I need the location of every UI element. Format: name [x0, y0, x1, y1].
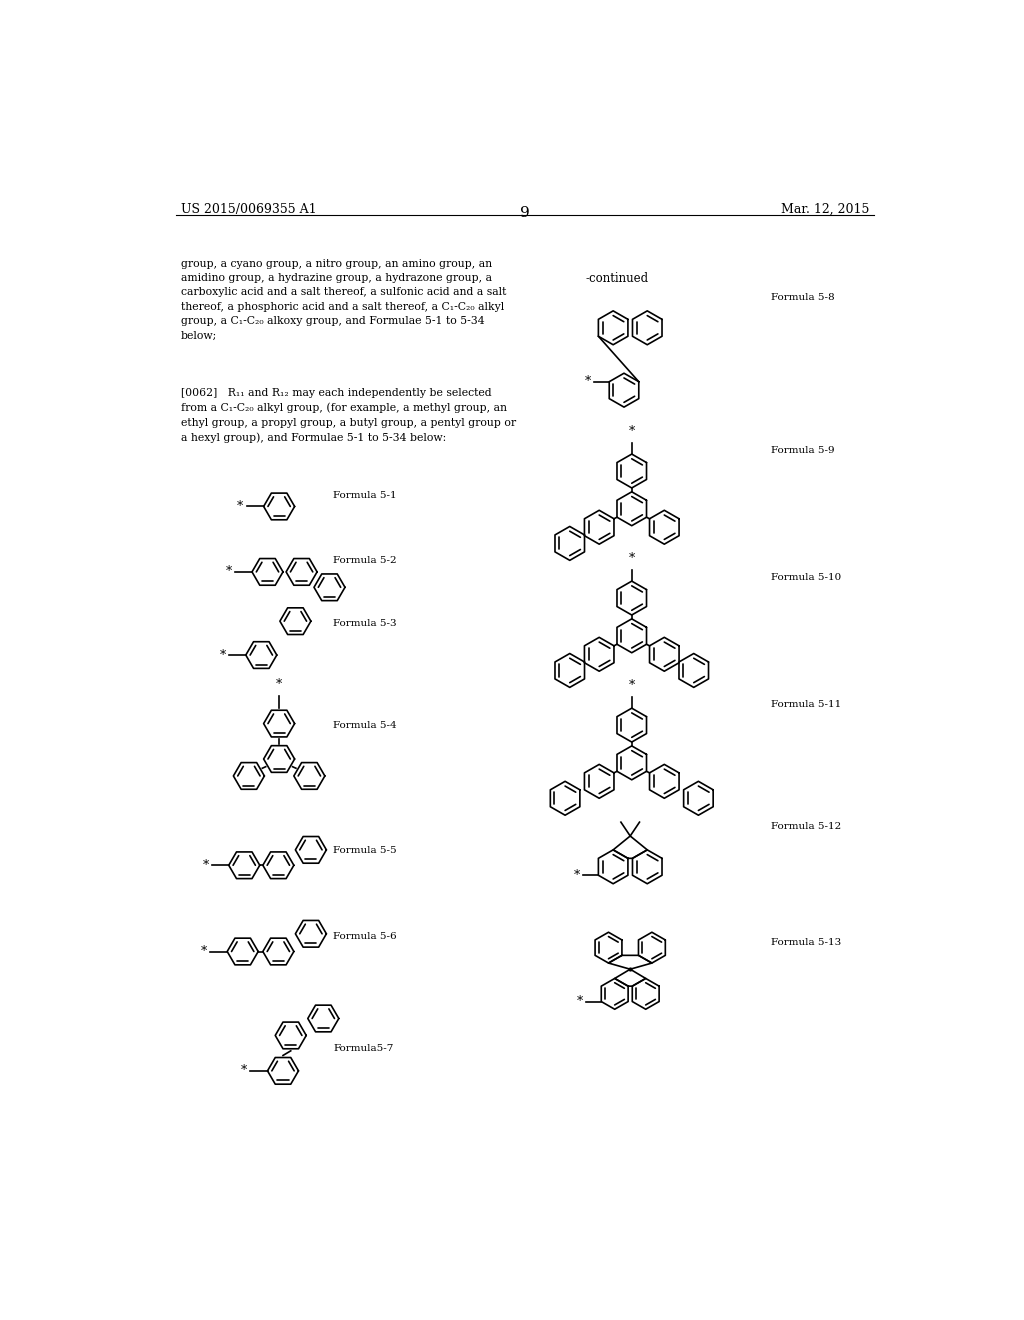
Text: *: * — [203, 859, 209, 871]
Text: Formula 5-9: Formula 5-9 — [771, 446, 835, 454]
Text: -continued: -continued — [586, 272, 648, 285]
Text: [0062]   R₁₁ and R₁₂ may each independently be selected
from a C₁-C₂₀ alkyl grou: [0062] R₁₁ and R₁₂ may each independentl… — [180, 388, 516, 442]
Text: *: * — [629, 678, 635, 692]
Text: Formula 5-6: Formula 5-6 — [334, 932, 397, 941]
Text: Formula5-7: Formula5-7 — [334, 1044, 394, 1053]
Text: *: * — [585, 375, 591, 388]
Text: *: * — [225, 565, 231, 578]
Text: *: * — [629, 425, 635, 438]
Text: Formula 5-4: Formula 5-4 — [334, 721, 397, 730]
Text: Formula 5-5: Formula 5-5 — [334, 846, 397, 855]
Text: *: * — [276, 678, 283, 692]
Text: *: * — [577, 995, 583, 1008]
Text: Formula 5-12: Formula 5-12 — [771, 822, 842, 832]
Text: *: * — [201, 945, 207, 958]
Text: *: * — [573, 869, 580, 882]
Text: Formula 5-11: Formula 5-11 — [771, 700, 842, 709]
Text: 9: 9 — [520, 206, 529, 220]
Text: Formula 5-8: Formula 5-8 — [771, 293, 835, 302]
Text: group, a cyano group, a nitro group, an amino group, an
amidino group, a hydrazi: group, a cyano group, a nitro group, an … — [180, 259, 506, 341]
Text: *: * — [629, 552, 635, 565]
Text: Formula 5-10: Formula 5-10 — [771, 573, 842, 582]
Text: Formula 5-1: Formula 5-1 — [334, 491, 397, 500]
Text: Formula 5-2: Formula 5-2 — [334, 557, 397, 565]
Text: Mar. 12, 2015: Mar. 12, 2015 — [780, 203, 869, 216]
Text: *: * — [219, 648, 225, 661]
Text: Formula 5-13: Formula 5-13 — [771, 939, 842, 948]
Text: *: * — [238, 500, 244, 513]
Text: *: * — [241, 1064, 248, 1077]
Text: US 2015/0069355 A1: US 2015/0069355 A1 — [180, 203, 316, 216]
Text: Formula 5-3: Formula 5-3 — [334, 619, 397, 628]
